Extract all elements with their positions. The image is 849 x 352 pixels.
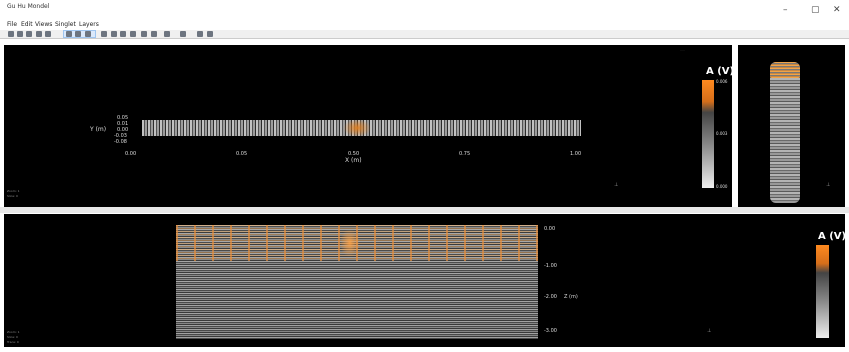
depth-tick-label: 0.00 [544, 226, 556, 232]
maximize-button[interactable]: ▢ [811, 5, 820, 15]
zoom-icon[interactable] [75, 31, 81, 37]
undo-icon[interactable] [36, 31, 42, 37]
redo-icon[interactable] [45, 31, 51, 37]
minimize-button[interactable]: – [783, 5, 788, 15]
top-status-line: Zoom: 1 [7, 189, 20, 193]
info-icon[interactable] [207, 31, 213, 37]
bottom-colorbar [816, 245, 829, 338]
depth-tick-label: -2.00 [544, 294, 557, 300]
filter-icon[interactable] [151, 31, 157, 37]
color-icon[interactable] [141, 31, 147, 37]
help-icon[interactable] [197, 31, 203, 37]
y-tick-label: 0.05 [117, 115, 129, 121]
bscan-image[interactable] [176, 225, 538, 339]
bottom-status-line: Slice: 0 [7, 335, 18, 339]
export-icon[interactable] [180, 31, 186, 37]
x-tick-label: 0.00 [125, 151, 137, 157]
menu-file[interactable]: File [7, 21, 18, 28]
depth-tick-label: -3.00 [544, 328, 557, 334]
y-tick-label: -0.08 [114, 139, 127, 145]
axes-orientation-icon: ⊥ [614, 182, 619, 188]
ruler-icon[interactable] [120, 31, 126, 37]
cscan-image[interactable] [142, 120, 581, 136]
menu-views[interactable]: Views [35, 21, 53, 28]
settings-icon[interactable] [164, 31, 170, 37]
open-icon[interactable] [17, 31, 23, 37]
side-3d-view-top [770, 62, 800, 78]
y-axis-label: Y (m) [90, 126, 107, 133]
bottom-colorbar-title: A (V) [818, 231, 847, 242]
bottom-status-line: Zoom: 1 [7, 330, 20, 334]
bottom-status-line: Trace: 0 [7, 340, 19, 344]
top-colorbar [702, 80, 714, 188]
toolbar [0, 30, 849, 39]
layers-icon[interactable] [111, 31, 117, 37]
x-tick-label: 1.00 [570, 151, 582, 157]
menu-bar: File Edit Views Singlet Layers [0, 20, 849, 30]
close-button[interactable]: ✕ [833, 5, 841, 15]
y-tick-label: 0.01 [117, 121, 129, 127]
colorbar-title: A (V) [706, 66, 735, 77]
menu-edit[interactable]: Edit [21, 21, 33, 28]
menu-singlet[interactable]: Singlet [55, 21, 76, 28]
x-tick-label: 0.50 [348, 151, 360, 157]
y-tick-label: 0.00 [117, 127, 129, 133]
side-3d-view[interactable] [770, 62, 800, 203]
depth-tick-label: -1.00 [544, 263, 557, 269]
colorbar-mid-label: 0.003 [716, 131, 728, 136]
bottom-axes-icon: ⊥ [707, 328, 712, 334]
pan-icon[interactable] [85, 31, 91, 37]
save-icon[interactable] [26, 31, 32, 37]
grid-icon[interactable] [101, 31, 107, 37]
colorbar-max-label: 0.006 [716, 79, 728, 84]
side-axes-icon: ⊥ [826, 182, 831, 188]
x-tick-label: 0.75 [459, 151, 471, 157]
panel-splitter[interactable] [0, 207, 849, 213]
x-axis-label: X (m) [345, 157, 362, 164]
bscan-reflection-band [176, 225, 538, 261]
menu-layers[interactable]: Layers [79, 21, 99, 28]
y-tick-label: -0.03 [114, 133, 127, 139]
app-title: Gu Hu Mondel [7, 3, 50, 10]
depth-axis-label: Z (m) [564, 294, 578, 300]
top-info-text: ····· [680, 48, 685, 52]
colorbar-min-label: 0.000 [716, 184, 728, 189]
new-icon[interactable] [8, 31, 14, 37]
measure-icon[interactable] [130, 31, 136, 37]
title-bar: Gu Hu Mondel – ▢ ✕ [0, 0, 849, 22]
pointer-icon[interactable] [66, 31, 72, 37]
top-status-line: Slice: 0 [7, 194, 18, 198]
x-tick-label: 0.05 [236, 151, 248, 157]
